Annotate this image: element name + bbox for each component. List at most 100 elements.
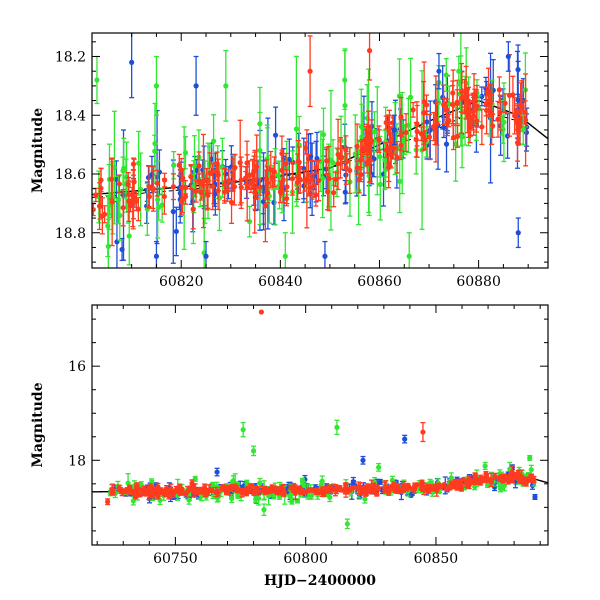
data-point <box>501 482 508 489</box>
data-point <box>413 137 419 143</box>
data-point <box>330 487 336 493</box>
data-point <box>170 490 176 496</box>
data-point <box>170 209 176 215</box>
data-point <box>153 253 160 259</box>
data-point <box>386 130 392 136</box>
data-point <box>237 160 243 166</box>
data-point <box>363 489 370 496</box>
data-point <box>383 147 389 153</box>
data-point <box>532 494 538 500</box>
data-point <box>441 102 447 108</box>
data-point <box>283 195 290 202</box>
model-curve <box>92 100 548 196</box>
data-point <box>519 103 525 109</box>
data-point <box>394 484 400 490</box>
data-point <box>359 134 365 140</box>
data-point <box>430 485 436 492</box>
data-point <box>354 143 360 150</box>
data-point <box>215 188 221 194</box>
x-tick-label: 60840 <box>258 274 303 290</box>
data-point <box>124 488 130 494</box>
data-point <box>496 87 502 93</box>
data-point <box>153 83 160 89</box>
data-point <box>376 136 382 142</box>
data-point <box>319 478 325 484</box>
data-point <box>182 490 188 497</box>
data-point <box>129 59 135 65</box>
data-point <box>405 482 411 488</box>
data-point <box>154 180 160 186</box>
data-point <box>228 199 235 205</box>
data-point <box>149 493 155 499</box>
data-point <box>433 116 439 122</box>
data-point <box>190 206 196 212</box>
data-point <box>109 199 115 205</box>
data-point <box>411 487 417 493</box>
data-point <box>403 129 409 136</box>
data-point <box>331 190 337 196</box>
data-point <box>239 490 245 496</box>
data-point <box>135 206 141 212</box>
data-point <box>450 134 457 141</box>
data-point <box>478 475 484 481</box>
data-point <box>127 484 133 490</box>
x-tick-label: 60820 <box>159 274 204 290</box>
data-point <box>279 167 285 173</box>
data-point <box>316 177 322 184</box>
data-point <box>515 67 521 73</box>
data-point <box>155 493 161 499</box>
data-point <box>292 485 298 491</box>
data-point <box>293 126 300 132</box>
data-point <box>147 488 153 494</box>
data-point <box>330 160 336 166</box>
y-axis-label: Magnitude <box>30 382 46 467</box>
data-point <box>288 484 294 491</box>
data-point <box>269 484 275 490</box>
data-point <box>297 488 303 494</box>
data-point <box>322 253 328 259</box>
data-point <box>438 484 444 490</box>
data-point <box>133 484 140 490</box>
data-point <box>388 152 394 158</box>
data-point <box>205 192 211 198</box>
data-point <box>268 167 274 173</box>
data-point <box>251 169 257 175</box>
data-point <box>164 486 170 492</box>
data-point <box>129 488 135 494</box>
data-point <box>508 472 514 478</box>
data-point <box>360 457 366 463</box>
data-point <box>497 110 503 116</box>
data-point <box>527 455 533 461</box>
data-point <box>472 473 478 479</box>
data-point <box>350 479 356 485</box>
data-point <box>115 197 122 203</box>
data-point <box>246 486 252 492</box>
data-point <box>238 184 244 190</box>
data-point <box>349 485 355 491</box>
data-point <box>130 498 136 504</box>
data-point <box>302 489 309 495</box>
data-point <box>240 427 246 433</box>
data-point <box>339 154 345 161</box>
data-point <box>308 487 314 493</box>
data-point <box>225 488 231 494</box>
plot-frame <box>91 32 549 269</box>
data-point <box>116 485 122 491</box>
data-point <box>244 160 250 166</box>
data-point <box>179 197 185 203</box>
data-point <box>250 448 257 454</box>
data-point <box>213 489 219 495</box>
data-point <box>287 493 293 499</box>
data-point <box>397 178 403 184</box>
data-point <box>313 487 320 493</box>
plot-area <box>92 33 548 268</box>
data-point <box>192 487 198 494</box>
data-point <box>515 128 521 134</box>
data-point <box>461 94 468 100</box>
data-point <box>219 486 226 492</box>
data-point <box>229 495 235 502</box>
data-point <box>273 132 279 138</box>
data-point <box>261 507 267 513</box>
data-point <box>105 223 111 229</box>
